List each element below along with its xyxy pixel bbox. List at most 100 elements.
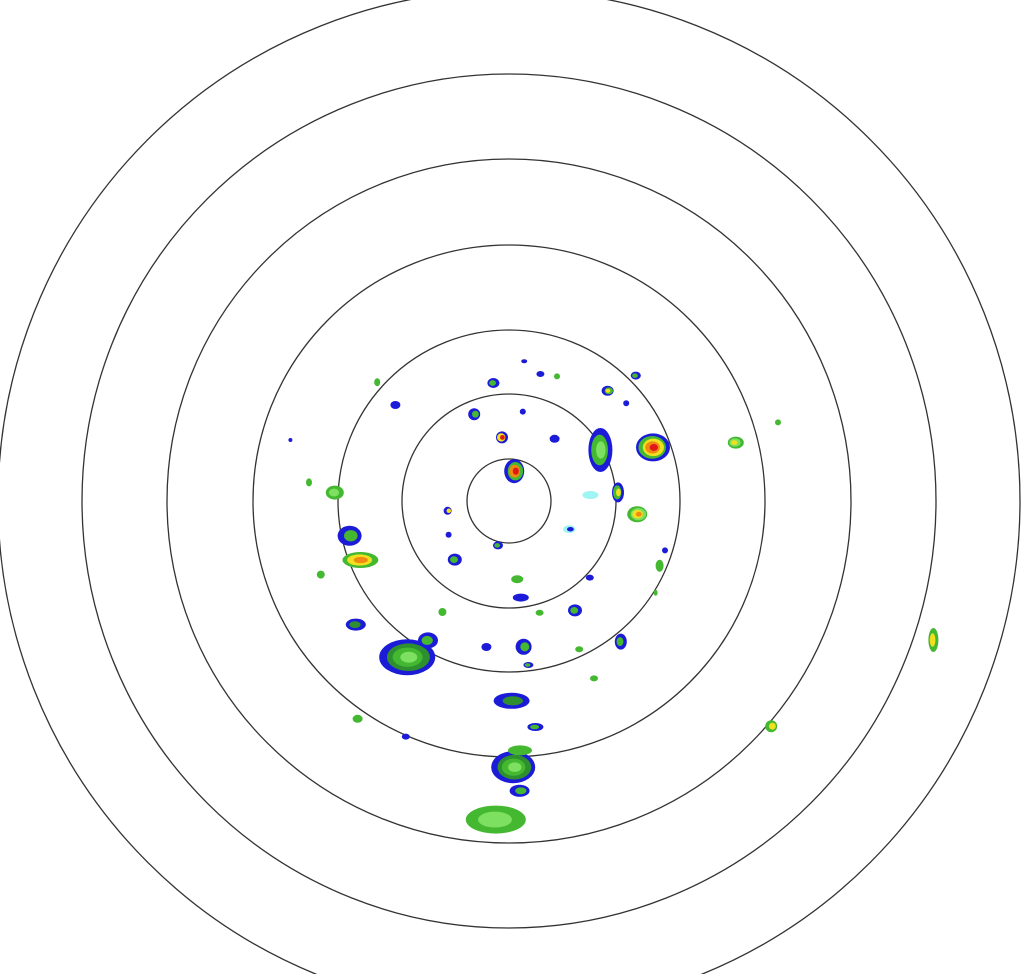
echo-blue <box>567 526 574 532</box>
echo-cell <box>337 525 362 546</box>
echo-cell <box>601 385 614 396</box>
echo-yellow <box>769 722 776 730</box>
echo-green <box>421 635 433 645</box>
echo-green <box>344 530 358 542</box>
echo-cell <box>487 378 500 388</box>
echo-cell <box>504 459 525 484</box>
echo-light-green <box>400 651 418 663</box>
echo-cell <box>342 552 379 568</box>
echo-cell <box>418 632 438 649</box>
echo-green <box>352 714 363 723</box>
echo-cell <box>928 628 939 652</box>
echo-cell <box>727 436 744 449</box>
echo-orange <box>353 556 368 564</box>
echo-blue <box>390 401 401 409</box>
echo-cell <box>445 531 452 538</box>
range-ring-6 <box>81 73 937 929</box>
echo-cell <box>443 506 452 515</box>
echo-cell <box>653 589 658 596</box>
echo-green <box>653 589 658 596</box>
echo-cell <box>523 662 534 668</box>
echo-green <box>655 559 664 572</box>
echo-cell <box>662 547 668 554</box>
echo-cell <box>627 506 648 523</box>
echo-cell <box>511 575 524 584</box>
echo-cell <box>306 478 312 487</box>
echo-cell <box>493 541 503 550</box>
echo-cell <box>401 733 410 740</box>
echo-cell <box>496 431 508 444</box>
echo-red <box>649 443 658 451</box>
echo-cell <box>519 408 526 415</box>
echo-blue <box>288 438 293 442</box>
echo-orange <box>635 511 642 517</box>
echo-green <box>316 570 325 579</box>
range-ring-4 <box>252 244 766 758</box>
echo-cell <box>491 751 536 784</box>
echo-green <box>489 380 496 386</box>
echo-yellow <box>605 388 611 393</box>
echo-cell <box>515 638 532 655</box>
echo-cell <box>438 608 447 616</box>
echo-blue <box>662 547 668 554</box>
echo-blue <box>549 434 560 443</box>
echo-green <box>511 575 524 584</box>
echo-cell <box>536 371 545 377</box>
echo-light-green <box>328 488 340 497</box>
echo-green <box>306 478 312 487</box>
echo-cell <box>352 714 363 723</box>
echo-blue <box>536 371 545 377</box>
range-ring-3 <box>337 329 681 673</box>
echo-cell <box>765 720 778 733</box>
echo-dark-green <box>502 696 523 706</box>
echo-cell <box>775 419 781 426</box>
echo-cell <box>465 805 526 834</box>
echo-red <box>500 435 505 440</box>
echo-cell <box>521 359 528 364</box>
echo-green <box>508 745 532 756</box>
echo-green <box>374 378 381 387</box>
precipitation-echoes <box>288 359 939 834</box>
echo-cell <box>509 784 530 797</box>
echo-light-cyan <box>582 491 599 499</box>
echo-green <box>524 663 531 667</box>
range-ring-1 <box>466 458 552 544</box>
echo-cell <box>655 559 664 572</box>
echo-cell <box>588 428 613 472</box>
echo-cell <box>288 438 293 442</box>
echo-blue <box>519 408 526 415</box>
echo-cell <box>447 553 462 566</box>
echo-cell <box>563 525 576 534</box>
echo-blue <box>585 574 594 581</box>
echo-cell <box>575 646 584 653</box>
echo-cell <box>316 570 325 579</box>
echo-blue <box>512 593 529 602</box>
echo-green <box>535 609 544 616</box>
echo-light-green <box>596 441 606 459</box>
echo-blue <box>445 531 452 538</box>
echo-green <box>632 373 638 378</box>
echo-light-green <box>508 762 522 773</box>
echo-green <box>530 724 540 730</box>
echo-cell <box>554 373 560 380</box>
echo-blue <box>481 643 492 651</box>
echo-cell <box>614 633 627 650</box>
echo-cell <box>585 574 594 581</box>
echo-green <box>554 373 560 380</box>
echo-green <box>520 642 530 652</box>
echo-cell <box>512 593 529 602</box>
echo-cell <box>568 604 582 617</box>
echo-yellow <box>731 440 738 445</box>
echo-blue <box>521 359 528 364</box>
echo-cell <box>468 408 481 421</box>
echo-cell <box>325 485 344 500</box>
echo-cell <box>612 482 624 503</box>
echo-cell <box>481 643 492 651</box>
echo-cell <box>630 371 641 380</box>
echo-green <box>438 608 447 616</box>
range-ring-2 <box>401 393 617 609</box>
echo-blue <box>623 400 630 407</box>
echo-green <box>450 556 458 563</box>
echo-red <box>512 467 519 475</box>
